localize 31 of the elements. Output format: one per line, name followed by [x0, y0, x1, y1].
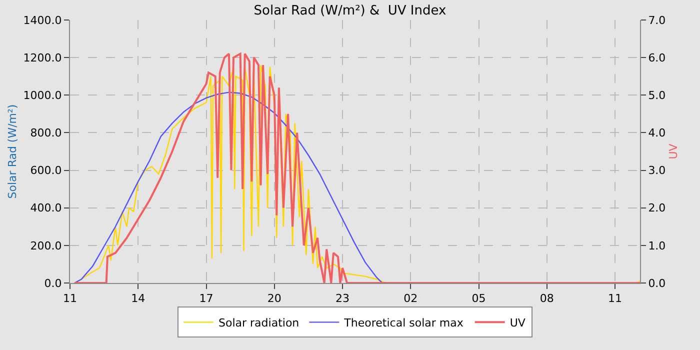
- x-tick-label: 11: [608, 292, 622, 306]
- y2-axis-title: UV: [666, 143, 680, 160]
- x-tick-label: 02: [404, 292, 418, 306]
- y-tick-label: 0.0: [44, 276, 62, 290]
- x-tick-label: 05: [472, 292, 486, 306]
- legend-label: Solar radiation: [218, 316, 300, 330]
- y2-tick-label: 6.0: [648, 51, 666, 64]
- y-tick-label: 600.0: [30, 164, 62, 178]
- y-tick-label: 400.0: [30, 202, 62, 215]
- y2-tick-label: 3.0: [648, 164, 666, 178]
- y-tick-label: 1400.0: [23, 14, 62, 27]
- legend-label: Theoretical solar max: [343, 316, 464, 330]
- chart-title: Solar Rad (W/m²) & UV Index: [254, 3, 447, 18]
- y2-tick-label: 4.0: [648, 126, 666, 140]
- x-tick-label: 11: [63, 292, 77, 306]
- x-tick-label: 17: [199, 292, 214, 306]
- y-tick-label: 1200.0: [23, 51, 62, 64]
- x-tick-label: 23: [336, 292, 350, 306]
- legend-label: UV: [510, 316, 526, 330]
- y-axis-title: Solar Rad (W/m²): [6, 104, 19, 199]
- y2-tick-label: 5.0: [648, 88, 666, 102]
- y2-tick-label: 0.0: [648, 276, 666, 290]
- x-tick-label: 20: [267, 292, 282, 306]
- y2-tick-label: 1.0: [648, 239, 666, 252]
- y-tick-label: 800.0: [30, 126, 62, 140]
- y2-tick-label: 7.0: [648, 14, 666, 27]
- y2-tick-label: 2.0: [648, 202, 666, 215]
- y-tick-label: 200.0: [30, 239, 62, 252]
- y-tick-label: 1000.0: [23, 88, 62, 102]
- x-tick-label: 08: [540, 292, 554, 306]
- x-tick-label: 14: [131, 292, 146, 306]
